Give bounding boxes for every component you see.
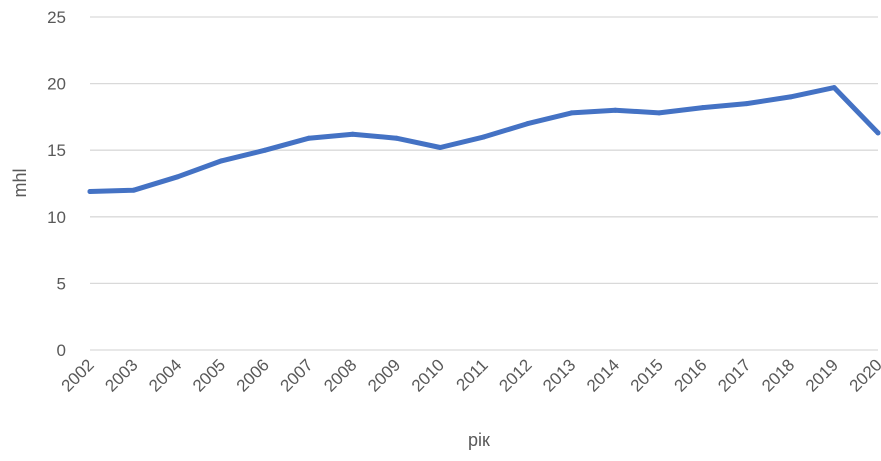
x-tick-label: 2011 [453, 355, 492, 394]
x-tick-label: 2009 [364, 355, 404, 395]
data-point [175, 174, 180, 179]
data-point [832, 85, 837, 90]
x-tick-label: 2005 [189, 355, 229, 395]
x-axis-tick-labels: 2002 2003 2004 2005 2006 2007 2008 2009 2010 2011… [58, 355, 881, 395]
x-tick-label: 2014 [583, 355, 623, 395]
x-tick-label: 2019 [802, 355, 842, 395]
data-point [438, 145, 443, 150]
data-point [88, 189, 93, 194]
y-tick-label: 15 [47, 141, 66, 160]
data-point [700, 105, 705, 110]
y-axis-tick-labels: 0 5 10 15 20 25 [47, 8, 66, 360]
y-tick-label: 25 [47, 8, 66, 27]
data-point [394, 136, 399, 141]
data-point [569, 110, 574, 115]
x-tick-label: 2012 [495, 355, 535, 395]
series-group [88, 85, 881, 194]
x-tick-label: 2006 [233, 355, 273, 395]
x-axis-title: рік [468, 430, 490, 450]
data-point [788, 94, 793, 99]
data-point [657, 110, 662, 115]
y-tick-label: 5 [57, 274, 66, 293]
data-point [131, 188, 136, 193]
y-axis-title: mhl [10, 168, 30, 197]
gridlines [90, 17, 878, 350]
data-point [350, 132, 355, 137]
data-point [306, 136, 311, 141]
x-tick-label: 2003 [101, 355, 141, 395]
data-point [876, 130, 881, 135]
data-point [219, 158, 224, 163]
x-tick-label: 2013 [539, 355, 579, 395]
x-tick-label: 2020 [846, 355, 881, 395]
data-point [525, 121, 530, 126]
x-tick-label: 2015 [627, 355, 667, 395]
data-point [263, 148, 268, 153]
y-tick-label: 10 [47, 208, 66, 227]
x-tick-label: 2017 [714, 355, 754, 395]
x-tick-label: 2008 [320, 355, 360, 395]
x-tick-label: 2002 [58, 355, 98, 395]
y-tick-label: 20 [47, 75, 66, 94]
x-tick-label: 2007 [277, 355, 317, 395]
data-point [744, 101, 749, 106]
series-line [90, 88, 878, 192]
x-tick-label: 2010 [408, 355, 448, 395]
x-tick-label: 2016 [671, 355, 711, 395]
x-tick-label: 2004 [145, 355, 185, 395]
data-point [613, 108, 618, 113]
data-point [482, 134, 487, 139]
y-tick-label: 0 [57, 341, 66, 360]
x-tick-label: 2018 [758, 355, 798, 395]
